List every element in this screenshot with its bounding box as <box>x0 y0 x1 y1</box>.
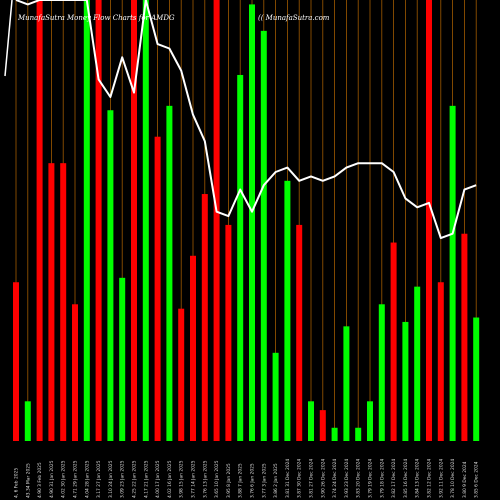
bar <box>72 304 78 441</box>
bar <box>473 317 480 441</box>
x-tick-label: 3.93 23 Dec 2024 <box>344 459 350 498</box>
x-tick-label: 3.76 13 Jan 2025 <box>202 460 208 498</box>
bar <box>225 224 232 441</box>
bar <box>24 401 31 441</box>
bar <box>154 136 161 441</box>
x-tick-label: 3.92 11 Dec 2024 <box>438 459 444 498</box>
bar <box>308 401 314 441</box>
x-tick-label: 3.77 3 Jan 2025 <box>261 463 267 498</box>
bar <box>60 163 67 442</box>
bar <box>343 326 350 441</box>
x-tick-label: 4.90 31 Jan 2025 <box>49 460 55 498</box>
x-tick-label: 3.86 2 Jan 2025 <box>273 463 279 498</box>
x-tick-label: 3.78 10 Dec 2024 <box>450 459 456 498</box>
x-tick-label: 3.79 19 Dec 2024 <box>368 459 374 498</box>
bar <box>378 304 385 441</box>
bar <box>166 105 173 441</box>
bar <box>260 30 267 442</box>
bar <box>355 427 362 441</box>
bar <box>296 224 303 441</box>
x-tick-label: 3.09 23 Jan 2025 <box>120 460 126 498</box>
bar <box>237 74 244 441</box>
bar <box>36 0 43 441</box>
bar <box>402 321 409 441</box>
bar <box>449 105 456 441</box>
bar <box>48 163 55 442</box>
x-tick-label: 4.17 21 Jan 2025 <box>143 460 149 498</box>
bar <box>201 194 208 441</box>
x-tick-label: 4.71 29 Jan 2025 <box>73 460 79 498</box>
x-tick-label: 4.02 30 Jan 2025 <box>61 460 67 498</box>
bar <box>390 242 397 441</box>
bar <box>426 0 432 441</box>
x-tick-label: 3.74 24 Dec 2024 <box>332 459 338 498</box>
x-tick-label: 4.02 16 Jan 2025 <box>167 460 173 498</box>
bar <box>331 427 338 441</box>
watermark: (( MunafaSutra.com <box>258 14 330 22</box>
x-tick-label: 4.25 22 Jan 2025 <box>132 460 138 498</box>
x-tick-label: 3.85 16 Dec 2024 <box>403 459 409 498</box>
left-edge-line <box>4 0 13 77</box>
bar <box>119 277 126 441</box>
bar <box>461 233 468 441</box>
x-tick-label: 3.90 26 Dec 2024 <box>320 459 326 498</box>
chart-title: MunafaSutra Money Flow Charts for AMDG <box>17 14 175 22</box>
bar <box>178 308 185 441</box>
x-tick-label: 4.90 3 Feb 2025 <box>37 462 43 498</box>
x-tick-label: 3.87 30 Dec 2024 <box>297 459 303 498</box>
x-tick-label: 3.10 24 Jan 2025 <box>108 460 114 498</box>
x-tick-label: 3.79 18 Dec 2024 <box>379 459 385 498</box>
x-tick-label: 3.77 14 Jan 2025 <box>191 460 197 498</box>
x-tick-label: 4.04 28 Jan 2025 <box>84 460 90 498</box>
x-tick-label: 3.80 9 Dec 2024 <box>462 461 468 498</box>
bar <box>107 110 114 441</box>
x-tick-label: 3.98 15 Jan 2025 <box>179 460 185 498</box>
x-tick-label: 3.85 6 Dec 2024 <box>474 461 480 498</box>
bar <box>95 0 102 441</box>
bar-series <box>13 0 480 442</box>
x-tick-label: 3.76 6 Jan 2025 <box>250 463 256 498</box>
bar <box>190 255 196 441</box>
x-tick-label: 4, 6 Feb 2025 <box>14 468 20 498</box>
bar <box>142 0 149 441</box>
bar <box>272 352 279 441</box>
bar <box>284 180 291 441</box>
bar <box>414 286 421 441</box>
bar <box>367 401 373 441</box>
x-tick-label: 3.83 20 Dec 2024 <box>356 459 362 498</box>
bar <box>13 282 19 441</box>
x-tick-label: 3.17 27 Jan 2025 <box>96 460 102 498</box>
x-tick-label: 3.82 17 Dec 2024 <box>391 459 397 498</box>
x-tick-label: 3.82 12 Dec 2024 <box>427 459 433 498</box>
x-tick-label: 4.00 17 Jan 2025 <box>155 460 161 498</box>
x-tick-label: 3.95 8 Jan 2025 <box>226 463 232 498</box>
x-tick-label: 3.88 7 Jan 2025 <box>238 463 244 498</box>
x-tick-label: 43.34 Mar 2025 <box>25 463 31 498</box>
bar <box>83 0 90 441</box>
money-flow-line <box>15 0 477 240</box>
bar <box>249 4 255 441</box>
bar <box>213 0 220 441</box>
bar <box>437 282 444 441</box>
bar <box>131 0 137 441</box>
x-tick-label: 3.84 13 Dec 2024 <box>415 459 421 498</box>
x-tick-label: 3.81 31 Dec 2024 <box>285 459 291 498</box>
bar <box>319 410 326 441</box>
x-axis-labels: 4, 6 Feb 2025 43.34 Mar 2025 4.90 3 Feb 20… <box>14 459 480 498</box>
x-tick-label: 3.81 27 Dec 2024 <box>309 459 315 498</box>
x-tick-label: 3.65 10 Jan 2025 <box>214 460 220 498</box>
